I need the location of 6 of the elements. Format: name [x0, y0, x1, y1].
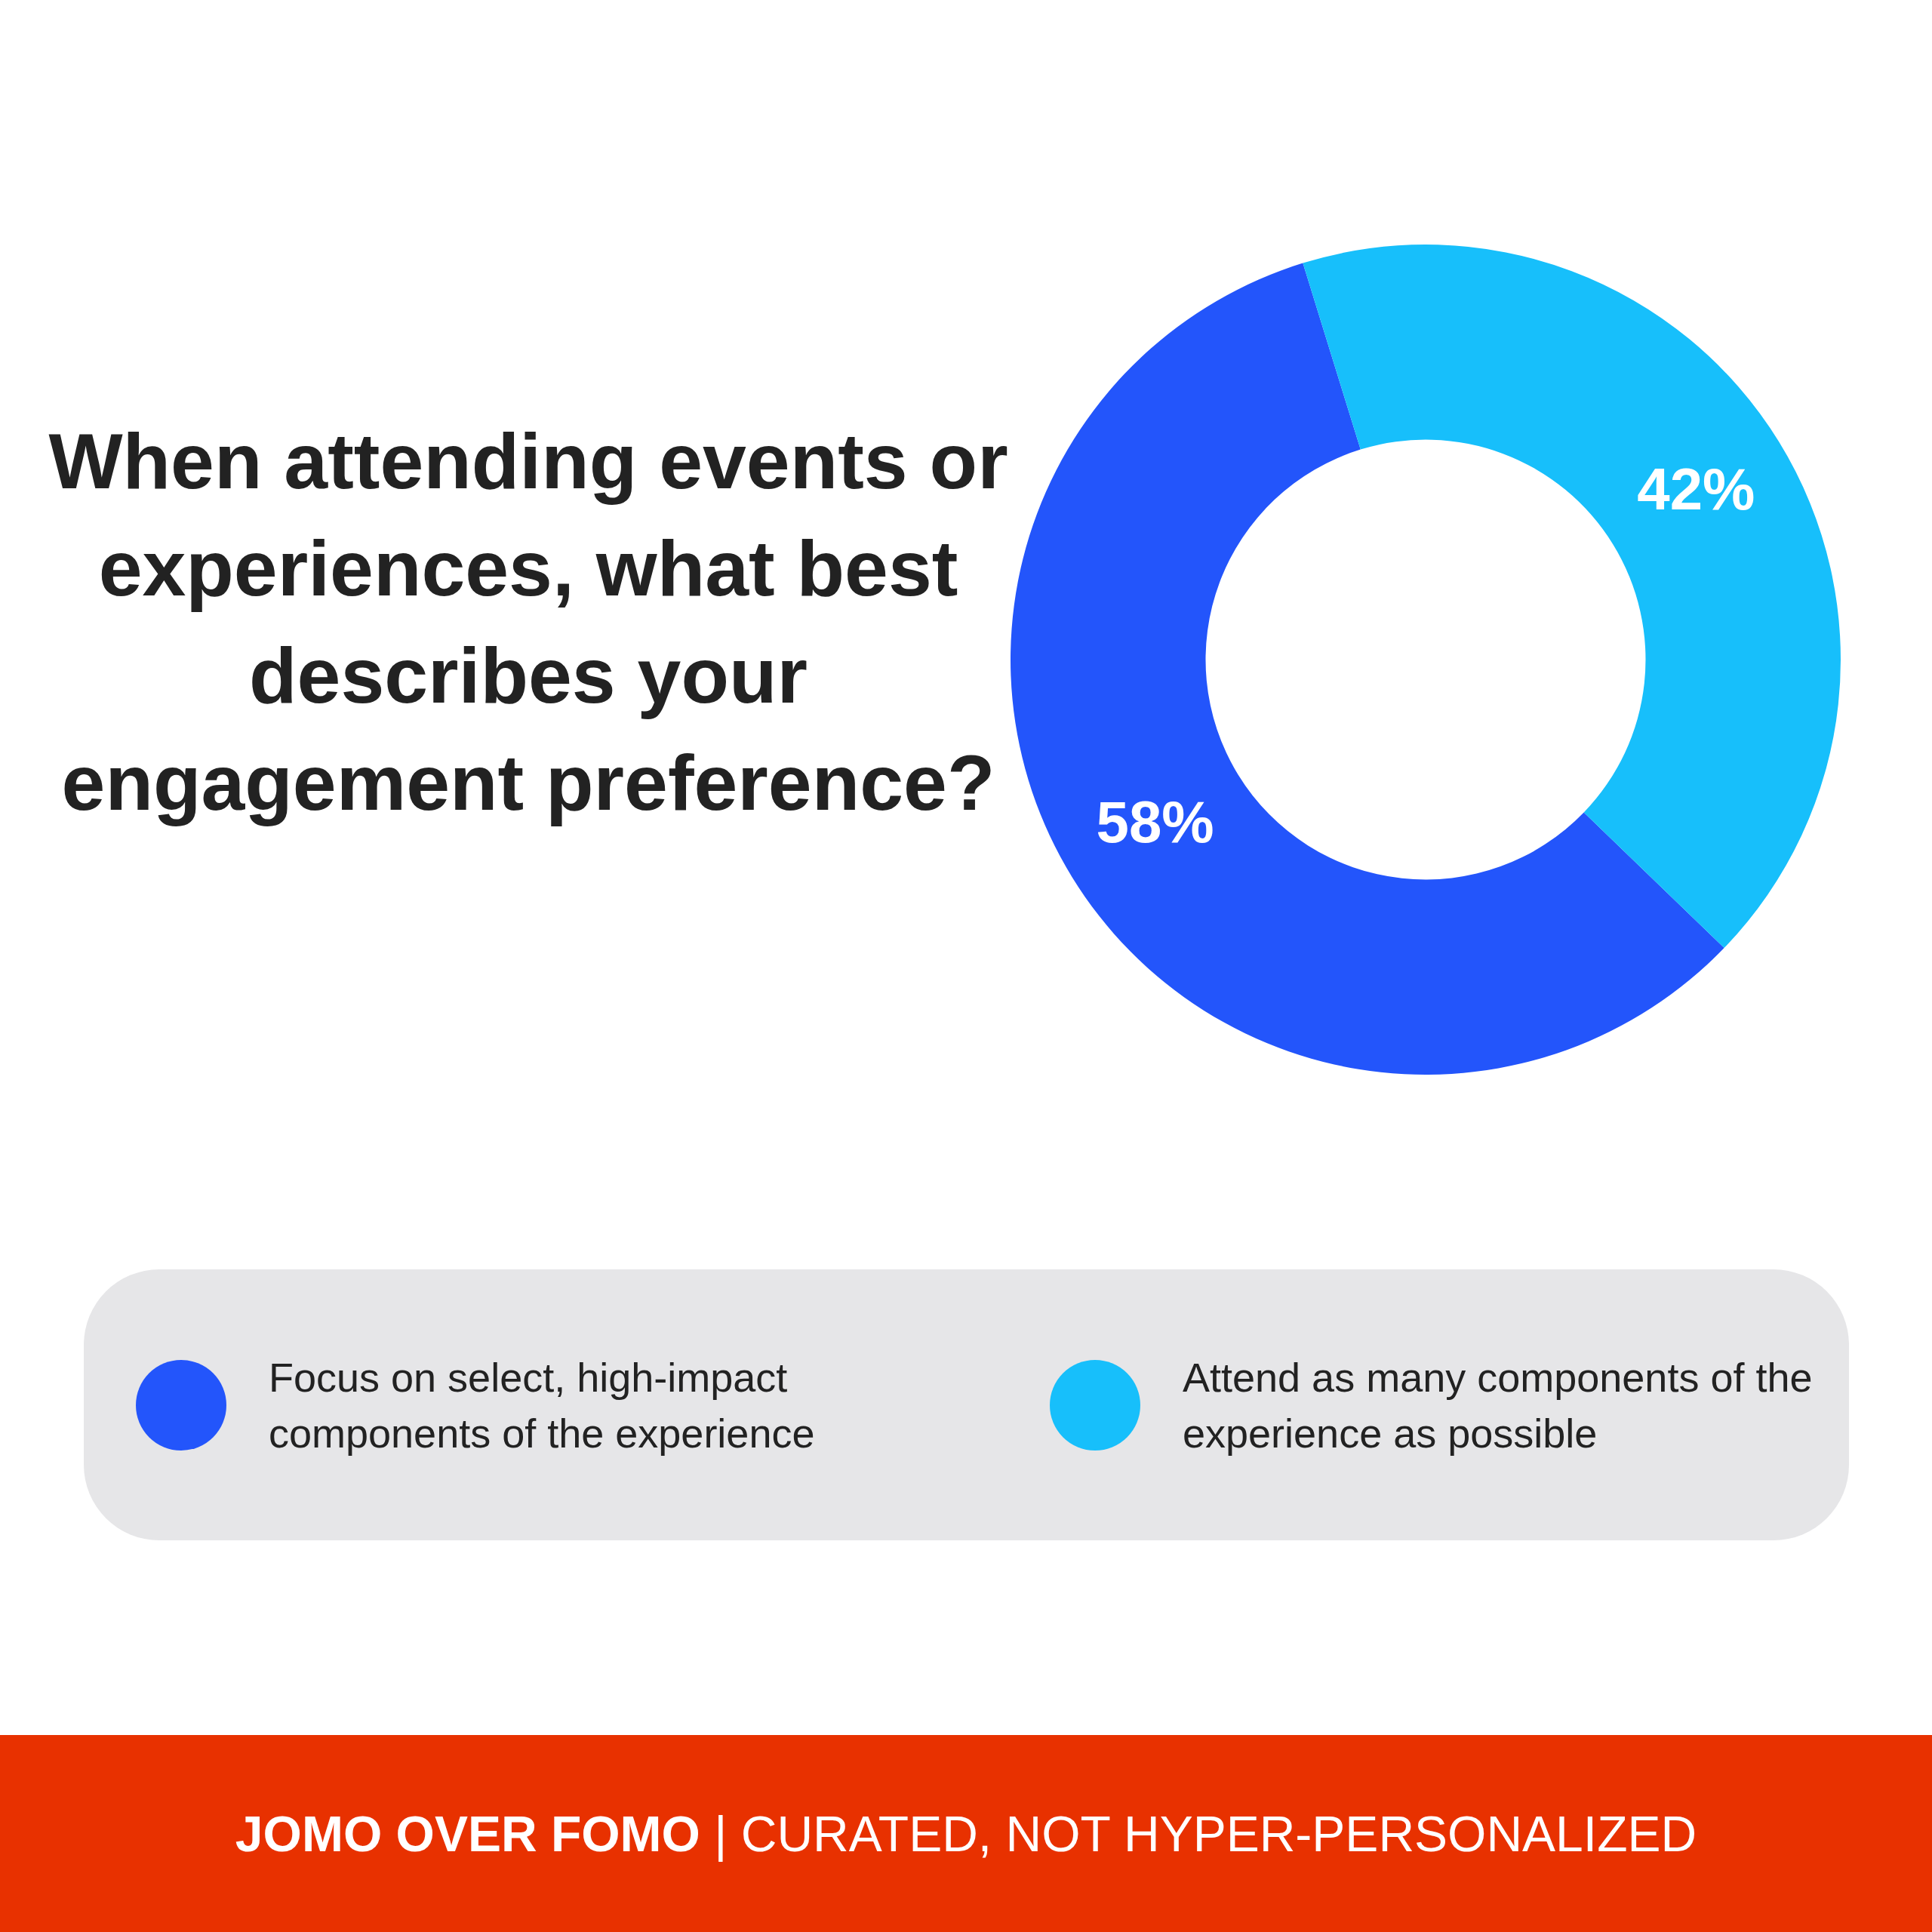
legend-label: Attend as many components of the experience as possible — [1183, 1353, 1814, 1457]
legend-label: Focus on select, high-impact components of the experience — [269, 1353, 816, 1457]
data-label: 42% — [1637, 456, 1755, 523]
text: JOMO OVER FOMO | CURATED, NOT HYPER-PERSONALIZED — [235, 1805, 1697, 1862]
data-label: 58% — [1096, 788, 1214, 855]
text: When attending events or experiences, what best describes your engagement preference? — [48, 417, 1009, 828]
